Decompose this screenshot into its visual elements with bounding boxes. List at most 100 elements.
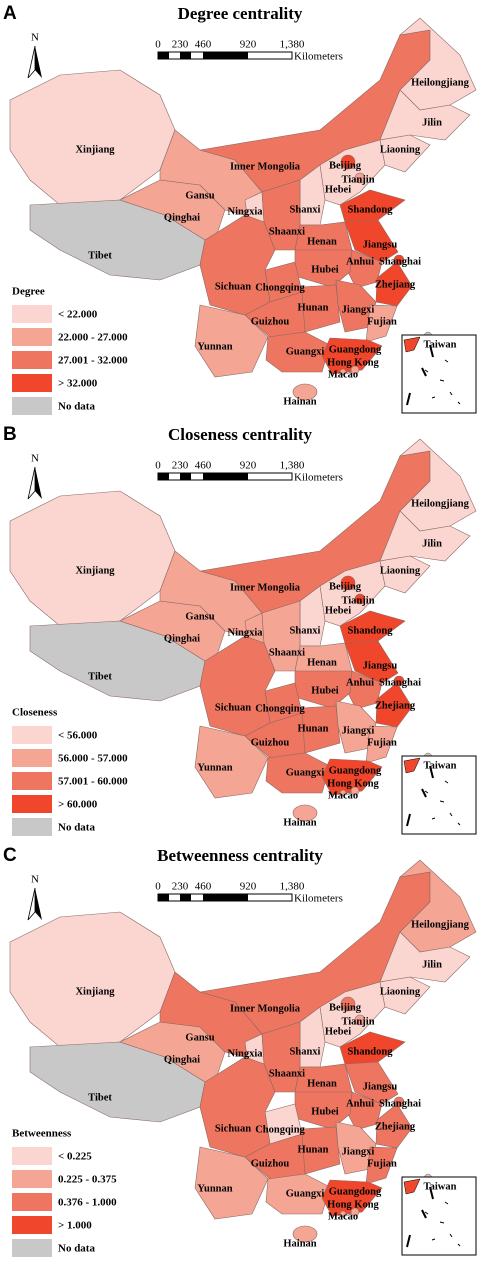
- province-label: Fujian: [367, 737, 397, 748]
- province-label: Jilin: [422, 538, 442, 549]
- legend-label: < 0.225: [58, 1151, 92, 1163]
- province-label: Heilongjiang: [411, 77, 470, 88]
- province-label: Shandong: [348, 625, 394, 636]
- province-label: Fujian: [367, 316, 397, 327]
- province-label: Guizhou: [251, 316, 290, 327]
- province-label: Tibet: [88, 250, 112, 261]
- legend-label: 22.000 - 27.000: [58, 332, 128, 344]
- scale-label: 0: [155, 460, 161, 472]
- province-label: Shaanxi: [269, 647, 305, 658]
- legend-swatch: [12, 795, 52, 813]
- province-label: Guangxi: [286, 1188, 325, 1199]
- panel-title: Betweenness centrality: [157, 846, 323, 865]
- scale-bar: [180, 894, 191, 901]
- province: [244, 1133, 306, 1180]
- legend-swatch: [12, 772, 52, 790]
- province: [339, 189, 406, 223]
- scale-label: 460: [195, 39, 212, 51]
- province: [393, 675, 405, 687]
- legend-label: > 32.000: [58, 378, 98, 390]
- province-label: Beijing: [329, 160, 362, 171]
- province: [375, 682, 413, 728]
- province-label: Guangxi: [286, 767, 325, 778]
- province: [319, 139, 386, 206]
- province-label: Hebei: [325, 184, 351, 195]
- legend-label: 0.376 - 1.000: [58, 1197, 117, 1209]
- legend-title: Degree: [12, 286, 45, 298]
- province: [365, 1146, 398, 1185]
- province: [199, 214, 276, 316]
- province: [319, 981, 386, 1048]
- legend-label: < 56.000: [58, 730, 98, 742]
- legend-label: > 1.000: [58, 1220, 92, 1232]
- province-label: Guangxi: [286, 346, 325, 357]
- province-label: Guangdong: [329, 1186, 382, 1197]
- province-label: Hainan: [283, 1238, 316, 1249]
- legend-label: No data: [58, 822, 95, 834]
- province-label: Beijing: [329, 1002, 362, 1013]
- boundary-dashes: [406, 765, 434, 827]
- province: [339, 1210, 347, 1218]
- province-label: Qinghai: [164, 633, 200, 644]
- province-label: Yunnan: [197, 341, 232, 352]
- province: [292, 804, 318, 822]
- province: [354, 1014, 366, 1026]
- province: [321, 337, 383, 375]
- province-label: Henan: [307, 1078, 337, 1089]
- north-arrow: [35, 888, 42, 920]
- province-label: Jilin: [422, 959, 442, 970]
- province-label: Shanxi: [290, 204, 321, 215]
- province-label: Jiangsu: [363, 1081, 398, 1092]
- province-label: Jiangxi: [342, 304, 375, 315]
- north-label: N: [31, 453, 39, 465]
- province-label: Hubei: [311, 264, 339, 275]
- province-label: Guangdong: [329, 344, 382, 355]
- boundary-dashes: [406, 344, 434, 406]
- province: [194, 304, 269, 378]
- province-label: Shanxi: [290, 625, 321, 636]
- legend-title: Closeness: [12, 707, 58, 719]
- province-label: Inner Mongolia: [230, 582, 301, 593]
- province-label: Shaanxi: [269, 1068, 305, 1079]
- legend-swatch: [12, 374, 52, 392]
- panel-label: C: [3, 845, 17, 866]
- legend-swatch: [12, 351, 52, 369]
- scale-label: 460: [195, 460, 212, 472]
- scale-label: 0: [155, 39, 161, 51]
- scale-bar: [203, 52, 248, 59]
- province-label: Fujian: [367, 1158, 397, 1169]
- province: [354, 172, 366, 184]
- province-label: Hunan: [298, 302, 329, 313]
- legend-swatch: [12, 1216, 52, 1234]
- map-panel: Xinjiang Tibet Qinghai Gansu Inner Mongolia H…: [3, 3, 477, 415]
- province: [292, 1225, 318, 1243]
- province: [339, 1031, 406, 1065]
- province-label: Xinjiang: [75, 144, 115, 155]
- province-label: Liaoning: [380, 986, 421, 997]
- scale-label: 920: [240, 460, 257, 472]
- province-label: Tibet: [88, 1092, 112, 1103]
- scale-bar: [158, 473, 169, 480]
- scale-label: 920: [240, 39, 257, 51]
- province-label: Chongqing: [255, 703, 305, 714]
- province-label: Tianjin: [341, 174, 374, 185]
- province-label: Zhejiang: [375, 1121, 416, 1132]
- legend-swatch: [12, 1147, 52, 1165]
- panel-label: B: [3, 424, 17, 445]
- province-label: Qinghai: [164, 1054, 200, 1065]
- province-label: Jiangxi: [342, 725, 375, 736]
- province: [393, 1096, 405, 1108]
- province-label: Chongqing: [255, 1124, 305, 1135]
- province-label: Tibet: [88, 671, 112, 682]
- legend-swatch: [12, 1193, 52, 1211]
- north-arrow: [35, 467, 42, 499]
- legend-label: > 60.000: [58, 799, 98, 811]
- scale-label: 920: [240, 881, 257, 893]
- province-label: Guizhou: [251, 1158, 290, 1169]
- province: [194, 1146, 269, 1220]
- province: [244, 291, 306, 338]
- province: [265, 1173, 331, 1215]
- province: [292, 383, 318, 401]
- scale-label: 0: [155, 881, 161, 893]
